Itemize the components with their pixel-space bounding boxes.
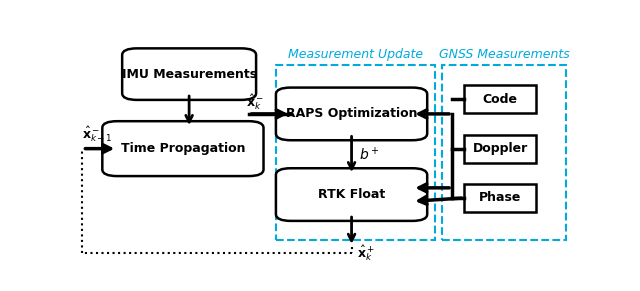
Text: RAPS Optimization: RAPS Optimization (286, 107, 417, 120)
Text: GNSS Measurements: GNSS Measurements (438, 48, 570, 61)
Text: IMU Measurements: IMU Measurements (122, 68, 257, 81)
Text: Time Propagation: Time Propagation (121, 142, 245, 155)
Text: $\hat{\mathbf{x}}^-_k$: $\hat{\mathbf{x}}^-_k$ (246, 92, 265, 112)
FancyBboxPatch shape (465, 85, 536, 113)
Text: Measurement Update: Measurement Update (288, 48, 423, 61)
FancyBboxPatch shape (122, 48, 256, 100)
FancyBboxPatch shape (276, 88, 428, 140)
Text: $\hat{\mathbf{x}}^-_{k-1}$: $\hat{\mathbf{x}}^-_{k-1}$ (83, 125, 113, 144)
Text: $b^+$: $b^+$ (359, 146, 380, 163)
FancyBboxPatch shape (465, 184, 536, 212)
Text: $\hat{\mathbf{x}}^+_k$: $\hat{\mathbf{x}}^+_k$ (356, 244, 375, 263)
Text: Code: Code (483, 93, 518, 106)
FancyBboxPatch shape (102, 121, 264, 176)
FancyBboxPatch shape (465, 135, 536, 163)
Text: Doppler: Doppler (473, 142, 528, 155)
Text: RTK Float: RTK Float (318, 188, 385, 201)
FancyBboxPatch shape (276, 168, 428, 221)
Text: Phase: Phase (479, 191, 522, 205)
